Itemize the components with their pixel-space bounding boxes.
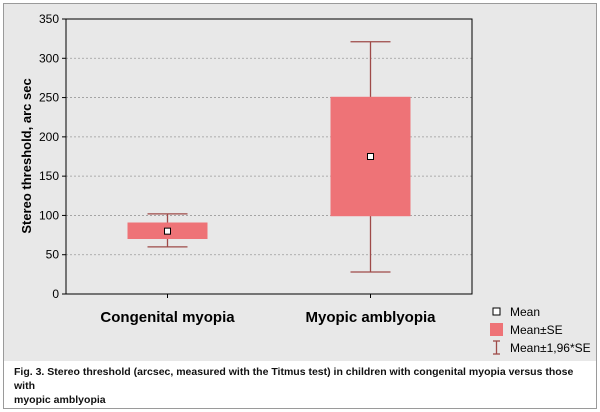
x-tick-label: Myopic amblyopia bbox=[305, 309, 436, 326]
plot-area-frame bbox=[65, 18, 473, 295]
y-tick-label: 0 bbox=[52, 287, 59, 301]
legend-label: Mean bbox=[510, 305, 540, 319]
series-layer bbox=[127, 41, 411, 273]
grid-lines bbox=[66, 57, 472, 256]
y-tick-label: 250 bbox=[39, 91, 59, 105]
mean-marker bbox=[164, 227, 171, 235]
y-tick-label: 50 bbox=[46, 248, 60, 262]
legend-label: Mean±1,96*SE bbox=[510, 341, 591, 355]
figure-frame: 0 50 100 150 200 250 300 350 Congenital myopia M… bbox=[3, 3, 597, 409]
x-axis-tick-labels: Congenital myopia Myopic amblyopia bbox=[100, 294, 436, 326]
box-group bbox=[330, 41, 411, 273]
y-axis-label: Stereo threshold, arc sec bbox=[19, 78, 34, 233]
y-tick-label: 300 bbox=[39, 51, 59, 65]
y-tick-label: 150 bbox=[39, 169, 59, 183]
y-axis-ticks: 0 50 100 150 200 250 300 350 bbox=[39, 12, 66, 301]
box-plot-chart: 0 50 100 150 200 250 300 350 Congenital myopia M… bbox=[19, 12, 591, 355]
y-tick-label: 350 bbox=[39, 12, 59, 26]
caption-line-1: Fig. 3. Stereo threshold (arcsec, measur… bbox=[14, 366, 574, 392]
legend-label: Mean±SE bbox=[510, 323, 563, 337]
y-tick-label: 200 bbox=[39, 130, 59, 144]
figure-caption: Fig. 3. Stereo threshold (arcsec, measur… bbox=[14, 365, 586, 407]
legend-se-symbol bbox=[490, 323, 503, 336]
mean-marker bbox=[367, 153, 374, 160]
chart-panel: 0 50 100 150 200 250 300 350 Congenital myopia M… bbox=[4, 4, 596, 361]
caption-line-2: myopic amblyopia bbox=[14, 394, 106, 406]
legend-mean-symbol bbox=[492, 307, 501, 316]
x-tick-label: Congenital myopia bbox=[100, 309, 235, 326]
box-group bbox=[127, 213, 208, 248]
legend: Mean Mean±SE Mean±1,96*SE bbox=[490, 305, 591, 355]
y-tick-label: 100 bbox=[39, 208, 59, 222]
